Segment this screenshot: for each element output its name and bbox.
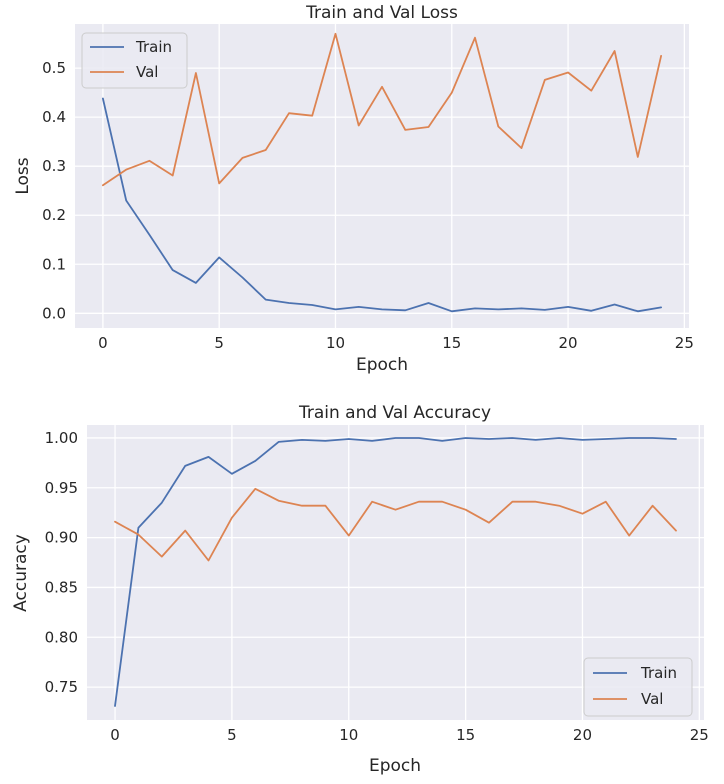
accuracy-y-tick-label: 0.85 [45,578,78,596]
accuracy-series-lines [114,437,677,707]
accuracy-y-tick-label: 0.75 [45,678,78,696]
loss-y-tick-labels: 0.0 0.1 0.2 0.3 0.4 0.5 [42,59,66,322]
accuracy-y-axis-label: Accuracy [11,534,31,612]
loss-legend-label-val: Val [136,63,158,81]
accuracy-x-tick-label: 5 [227,726,237,744]
loss-y-tick-label: 0.1 [42,255,66,273]
accuracy-legend: Train Val [583,657,693,717]
loss-series-line-val [102,32,662,187]
loss-chart-title: Train and Val Loss [305,3,458,23]
loss-chart: 0 5 10 15 20 25 0.0 0.1 0.2 0.3 0.4 0.5 Train and … [13,3,694,375]
loss-x-tick-label: 10 [326,334,345,352]
loss-y-tick-label: 0.0 [42,304,66,322]
accuracy-x-axis-label: Epoch [369,756,421,776]
loss-y-tick-label: 0.4 [42,108,66,126]
accuracy-y-tick-label: 0.80 [45,628,78,646]
loss-x-tick-labels: 0 5 10 15 20 25 [98,334,694,352]
loss-x-axis-label: Epoch [356,355,408,375]
accuracy-legend-label-train: Train [640,664,677,682]
accuracy-y-tick-label: 0.95 [45,479,78,497]
accuracy-y-tick-labels: 0.75 0.80 0.85 0.90 0.95 1.00 [45,429,78,696]
accuracy-legend-label-val: Val [641,690,663,708]
loss-series-lines [102,32,662,313]
accuracy-x-tick-label: 15 [456,726,475,744]
loss-y-tick-label: 0.2 [42,206,66,224]
accuracy-chart-title: Train and Val Accuracy [298,403,491,423]
accuracy-chart: 0 5 10 15 20 25 0.75 0.80 0.85 0.90 0.95 1.00 Trai… [11,403,709,776]
loss-legend-label-train: Train [135,38,172,56]
loss-series-line-train [102,97,662,313]
loss-grid-y [75,67,689,314]
accuracy-y-tick-label: 0.90 [45,529,78,547]
loss-y-tick-label: 0.3 [42,157,66,175]
accuracy-x-tick-label: 10 [339,726,358,744]
loss-x-tick-label: 0 [98,334,108,352]
loss-x-tick-label: 15 [442,334,461,352]
loss-legend: Train Val [81,32,188,89]
accuracy-series-line-train [114,437,677,707]
accuracy-y-tick-label: 1.00 [45,429,78,447]
accuracy-x-tick-label: 25 [690,726,709,744]
accuracy-x-tick-label: 20 [573,726,592,744]
accuracy-series-line-val [114,487,677,562]
accuracy-x-tick-label: 0 [110,726,120,744]
accuracy-x-tick-labels: 0 5 10 15 20 25 [110,726,709,744]
loss-y-axis-label: Loss [13,157,33,194]
loss-x-tick-label: 25 [675,334,694,352]
loss-x-tick-label: 20 [559,334,578,352]
loss-x-tick-label: 5 [214,334,224,352]
loss-y-tick-label: 0.5 [42,59,66,77]
